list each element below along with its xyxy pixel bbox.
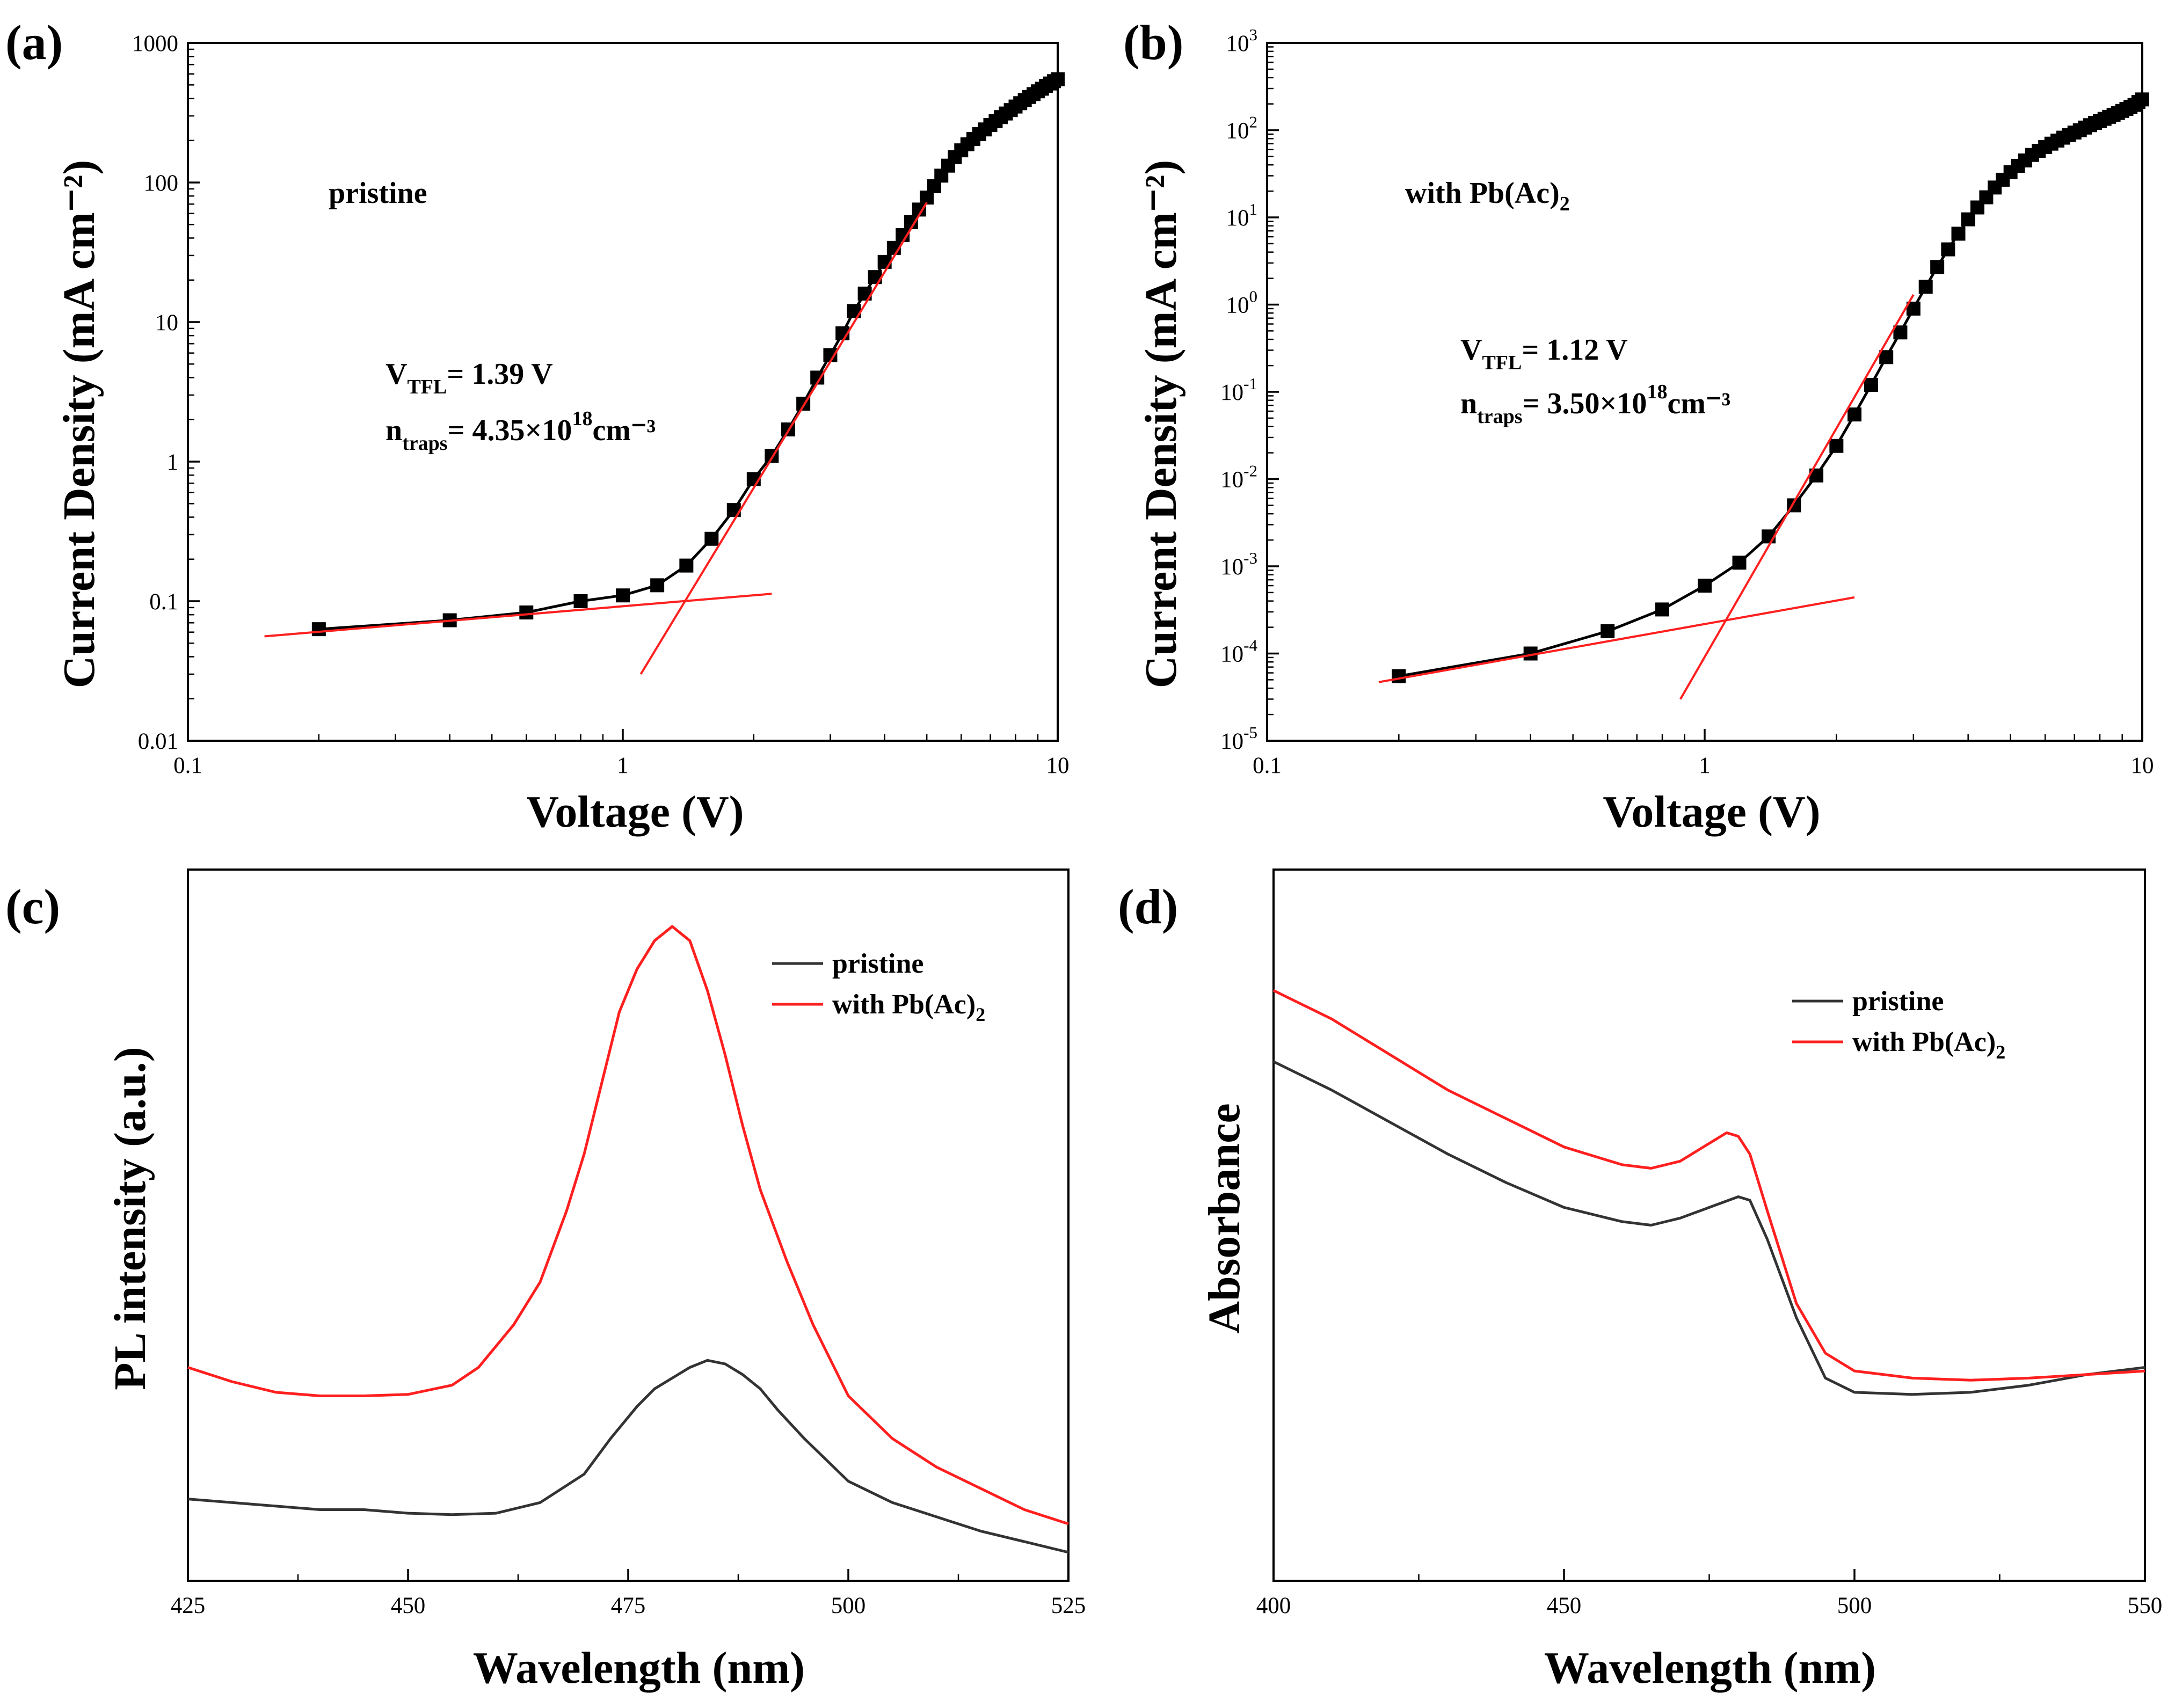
panel-b-data-point [1392,669,1406,683]
panel-b-y-tick-label-5: 100 [1226,287,1258,318]
panel-d-x-tick-label-0: 400 [1256,1593,1291,1618]
panel-c-xlabel: Wavelength (nm) [473,1643,805,1693]
panel-d: (d) Wavelength (nm) Absorbance 400 450 500… [1118,868,2163,1693]
panel-a-fit-line-2 [639,202,928,675]
panel-a-y-tick-label-2: 1 [167,450,179,475]
panel-c-label: (c) [5,879,60,934]
panel-a-data-point [1051,72,1065,86]
panel-a-x-tick-label-2: 10 [1046,753,1070,778]
panel-d-label: (d) [1118,879,1178,934]
panel-a-data-point [726,503,741,517]
panel-d-x-tick-label-1: 450 [1547,1593,1582,1618]
panel-a-data-point [877,254,892,269]
panel-d-series-0-line [1272,1060,2145,1396]
panel-a-data-point [519,605,534,620]
panel-b-xlabel: Voltage (V) [1603,787,1820,837]
panel-c-legend-label-0: pristine [832,948,923,979]
panel-c-legend-label-1: with Pb(Ac)2 [832,989,985,1025]
panel-b-data-point [1732,556,1747,570]
panel-b-label: (b) [1123,15,1183,70]
panel-a-sample-label: pristine [329,177,427,210]
panel-a-x-tick-label-0: 0.1 [173,753,202,778]
panel-b-data-point [1698,579,1712,593]
panel-b-y-tick-label-7: 102 [1226,113,1258,144]
panel-d-x-tick-label-3: 550 [2128,1593,2163,1618]
panel-c-x-tick-label-1: 450 [391,1593,426,1618]
panel-b-data-point [1864,378,1878,392]
panel-a-y-tick-label-5: 1000 [132,31,178,56]
panel-b-fit-line-2 [1679,294,1915,700]
panel-b-data-point [1847,407,1862,422]
panel-b-ntraps: ntraps= 3.50×1018cm⁻³ [1460,381,1730,428]
panel-b-y-tick-label-8: 103 [1226,25,1258,56]
panel-c-x-tick-label-4: 525 [1051,1593,1086,1618]
panel-b-y-tick-label-2: 10-3 [1220,549,1257,580]
panel-a-data-point [650,578,665,593]
panel-d-x-tick-label-2: 500 [1837,1593,1872,1618]
panel-b-data-point [1829,439,1844,453]
panel-b-sample-label: with Pb(Ac)2 [1405,177,1570,215]
panel-a-y-tick-label-4: 100 [144,171,179,196]
panel-c-series-0-line [187,1359,1069,1554]
panel-a-fit-line-1 [264,593,772,638]
panel-a-data-point [704,531,719,546]
panel-a-data-point [616,588,630,603]
panel-b-x-tick-label-1: 1 [1699,753,1711,778]
panel-c: (c) Wavelength (nm) PL intensity (a.u.) … [5,868,1086,1693]
panel-b-data-point [2135,92,2149,107]
panel-b-data-point [1655,602,1670,617]
panel-b-data-point [1601,624,1615,639]
panel-b-data-point [1879,350,1894,364]
panel-a-data-point [311,622,326,637]
panel-d-series-1-line [1272,989,2145,1382]
panel-c-series-1-line [187,925,1069,1525]
panel-b-data-point [1951,227,1966,241]
panel-a-label: (a) [5,15,63,70]
panel-b-data-point [1918,280,1933,294]
panel-d-plot-frame [1272,868,2146,1582]
panel-a-data-point [679,558,694,573]
panel-a-ntraps: ntraps= 4.35×1018cm⁻³ [385,407,656,455]
panel-d-ylabel: Absorbance [1199,1103,1249,1333]
panel-c-x-tick-label-2: 475 [611,1593,646,1618]
panel-c-plot-frame [187,868,1070,1582]
panel-b-data-point [1961,212,1975,227]
panel-b-y-tick-label-1: 10-4 [1220,636,1257,667]
panel-d-legend-label-0: pristine [1852,986,1944,1017]
panel-a: (a) Voltage (V) Current Density (mA cm⁻²… [5,15,1070,837]
panel-b-x-tick-label-2: 10 [2131,753,2154,778]
panel-b-fit-line-1 [1378,596,1855,683]
panel-d-xlabel: Wavelength (nm) [1544,1643,1876,1693]
panel-b-data-point [1930,260,1945,274]
panel-a-x-tick-label-1: 1 [617,753,629,778]
panel-a-ylabel: Current Density (mA cm⁻²) [54,160,104,689]
panel-b-y-tick-label-4: 10-1 [1220,374,1257,405]
panel-b-ylabel: Current Density (mA cm⁻²) [1136,160,1186,689]
panel-a-data-point [573,594,588,608]
panel-a-y-tick-label-0: 0.01 [138,729,178,754]
panel-a-y-tick-label-3: 10 [155,310,178,335]
panel-c-x-tick-label-0: 425 [171,1593,206,1618]
panel-d-legend-label-1: with Pb(Ac)2 [1852,1027,2005,1063]
panel-a-y-tick-label-1: 0.1 [149,589,178,615]
panel-b: (b) Voltage (V) Current Density (mA cm⁻²… [1123,15,2154,837]
panel-a-data-point [868,270,882,284]
panel-c-ylabel: PL intensity (a.u.) [105,1047,155,1390]
panel-b-data-point [1893,325,1908,340]
panel-b-y-tick-label-3: 10-2 [1220,462,1257,493]
panel-b-data-point [1941,242,1955,257]
panel-a-vtfl: VTFL= 1.39 V [385,357,553,398]
panel-b-y-tick-label-0: 10-5 [1220,723,1257,754]
panel-b-y-tick-label-6: 101 [1226,200,1258,231]
panel-b-x-tick-label-0: 0.1 [1253,753,1282,778]
panel-b-vtfl: VTFL= 1.12 V [1460,333,1628,374]
panel-c-x-tick-label-3: 500 [831,1593,866,1618]
panel-a-xlabel: Voltage (V) [526,787,744,837]
